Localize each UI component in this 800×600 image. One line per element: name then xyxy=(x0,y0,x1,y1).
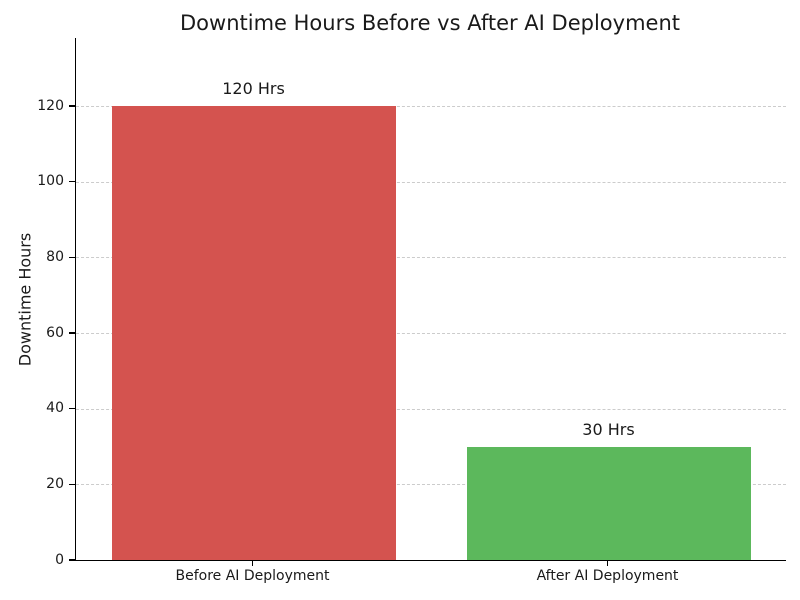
y-tick-mark xyxy=(69,483,75,486)
x-tick-mark xyxy=(251,561,254,566)
y-tick-label: 40 xyxy=(46,400,64,417)
y-tick-label: 100 xyxy=(37,173,64,190)
y-tick-label: 80 xyxy=(46,248,64,265)
gridline xyxy=(76,484,786,486)
y-tick-mark xyxy=(69,105,75,107)
bar-after-ai-deployment xyxy=(466,446,751,560)
bar-value-label: 120 Hrs xyxy=(222,79,285,99)
gridline xyxy=(76,408,786,410)
y-tick-label: 0 xyxy=(55,551,64,568)
y-tick-mark xyxy=(69,407,75,410)
x-tick-mark xyxy=(606,561,609,566)
plot-area: 120 Hrs 30 Hrs xyxy=(75,38,786,561)
gridline xyxy=(76,333,786,335)
x-tick-label: After AI Deployment xyxy=(536,568,679,584)
gridline xyxy=(76,106,786,108)
x-tick-label: Before AI Deployment xyxy=(175,568,330,584)
y-tick-label: 20 xyxy=(46,475,64,492)
y-tick-mark xyxy=(69,332,75,334)
bar-before-ai-deployment xyxy=(111,106,396,560)
gridline xyxy=(76,257,786,259)
bar-value-label: 30 Hrs xyxy=(582,419,635,439)
y-axis-label: Downtime Hours xyxy=(15,232,35,367)
y-tick-mark xyxy=(69,256,75,259)
y-tick-label: 60 xyxy=(46,324,64,341)
y-tick-mark xyxy=(69,180,75,183)
gridline xyxy=(76,181,786,183)
y-tick-mark xyxy=(69,559,75,561)
y-tick-label: 120 xyxy=(37,97,64,114)
chart-title: Downtime Hours Before vs After AI Deploy… xyxy=(180,11,680,35)
